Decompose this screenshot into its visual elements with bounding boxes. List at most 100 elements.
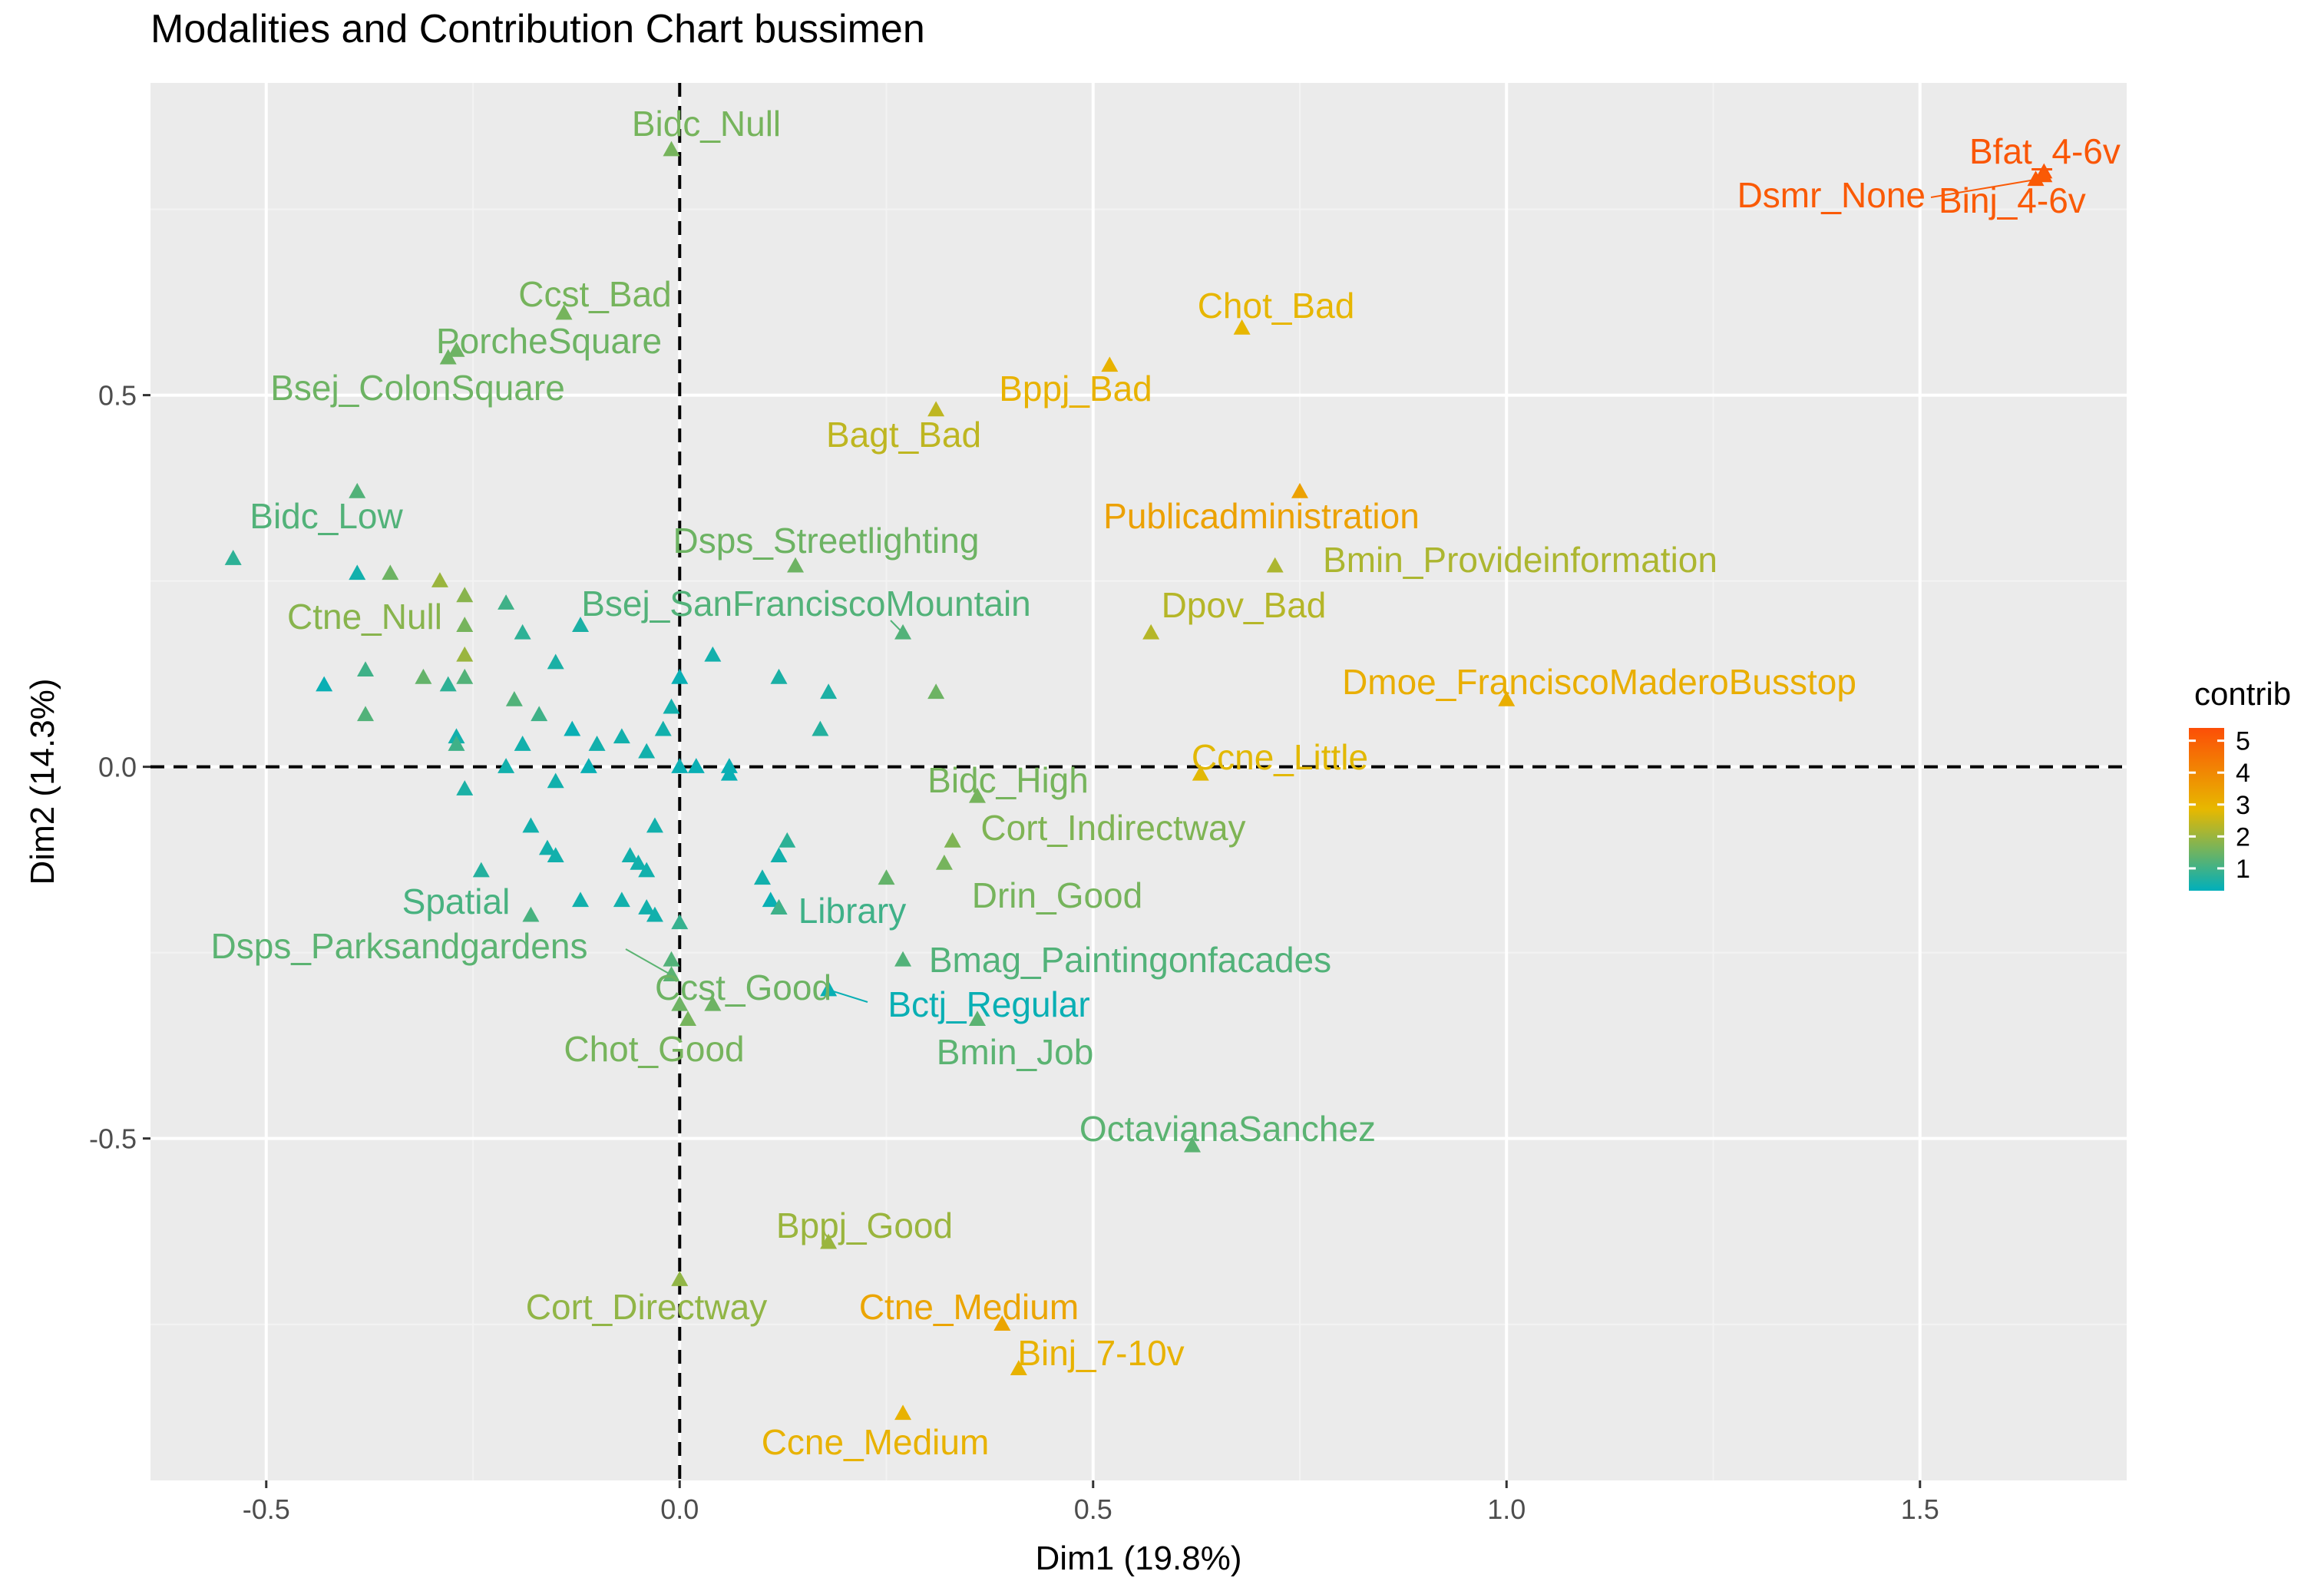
data-point bbox=[456, 617, 474, 632]
data-label: Publicadministration bbox=[1103, 496, 1420, 536]
x-tick-label: -0.5 bbox=[243, 1493, 290, 1525]
data-label: Dmoe_FranciscoMaderoBusstop bbox=[1342, 662, 1856, 702]
data-point bbox=[514, 736, 531, 751]
data-point bbox=[646, 817, 663, 833]
y-tick-label: 0.0 bbox=[98, 752, 137, 783]
data-label: Bmag_Paintingonfacades bbox=[929, 940, 1331, 980]
data-label: Drin_Good bbox=[972, 875, 1142, 915]
data-point bbox=[638, 862, 656, 878]
data-point-labeled bbox=[456, 587, 474, 603]
x-tick-label: 1.5 bbox=[1901, 1493, 1939, 1525]
label-connector bbox=[625, 948, 672, 976]
data-point bbox=[448, 736, 465, 751]
data-label: Chot_Bad bbox=[1198, 286, 1355, 326]
data-point-labeled bbox=[704, 995, 722, 1011]
data-point bbox=[505, 690, 523, 706]
data-point bbox=[687, 758, 705, 773]
data-label: Ctne_Medium bbox=[859, 1287, 1079, 1327]
data-point bbox=[431, 572, 448, 587]
data-point bbox=[531, 706, 548, 722]
data-point bbox=[927, 683, 945, 700]
data-point-labeled bbox=[944, 832, 961, 848]
data-point bbox=[671, 668, 689, 684]
data-point bbox=[498, 594, 515, 610]
data-point bbox=[671, 758, 689, 773]
data-label: Bmin_Provideinformation bbox=[1323, 540, 1717, 580]
data-point-labeled bbox=[820, 981, 838, 997]
data-point bbox=[878, 869, 895, 885]
data-point-labeled bbox=[663, 141, 680, 157]
data-point-labeled bbox=[968, 1011, 986, 1027]
data-point bbox=[720, 765, 738, 781]
data-point-labeled bbox=[2035, 167, 2053, 183]
y-tick-label: 0.5 bbox=[98, 380, 137, 412]
data-point bbox=[812, 720, 829, 736]
data-point bbox=[770, 668, 788, 684]
data-point bbox=[663, 951, 680, 967]
grid-minor bbox=[150, 83, 2127, 1480]
data-point bbox=[580, 758, 597, 773]
data-label: Dsmr_None bbox=[1737, 175, 1926, 215]
data-point bbox=[588, 736, 606, 751]
x-tick-label: 1.0 bbox=[1487, 1493, 1526, 1525]
data-point-labeled bbox=[1142, 624, 1160, 640]
data-point-labeled bbox=[894, 624, 912, 640]
x-axis-ticks: -0.5 0.0 0.5 1.0 1.5 bbox=[243, 1480, 1939, 1525]
data-label: Bfat_4-6v bbox=[1969, 131, 2121, 171]
data-point-labeled bbox=[1010, 1360, 1027, 1376]
data-point bbox=[762, 891, 779, 908]
data-point-labeled bbox=[439, 349, 457, 365]
data-point bbox=[456, 780, 474, 796]
data-point bbox=[820, 683, 838, 700]
data-point-labeled bbox=[671, 1271, 689, 1286]
data-label: Bagt_Bad bbox=[826, 415, 981, 455]
y-axis-ticks: -0.5 0.0 0.5 bbox=[89, 380, 150, 1155]
data-label: Bidc_High bbox=[927, 760, 1089, 800]
data-point-labeled bbox=[968, 787, 986, 803]
data-label: Bppj_Bad bbox=[999, 369, 1152, 408]
data-point bbox=[779, 832, 796, 848]
data-label: Dpov_Bad bbox=[1162, 585, 1327, 625]
data-point bbox=[753, 869, 771, 885]
data-point-labeled bbox=[935, 854, 953, 870]
data-label: Spatial bbox=[402, 882, 511, 921]
data-label: Bctj_Regular bbox=[888, 984, 1089, 1024]
y-axis-title: Dim2 (14.3%) bbox=[24, 679, 61, 885]
data-label: Cort_Directway bbox=[526, 1287, 767, 1327]
data-point bbox=[382, 564, 399, 580]
data-point bbox=[547, 847, 564, 863]
data-point-labeled bbox=[1266, 557, 1284, 573]
legend-tick-label: 2 bbox=[2236, 822, 2250, 852]
x-tick-label: 0.0 bbox=[660, 1493, 699, 1525]
data-point bbox=[439, 676, 457, 692]
legend-tick-label: 4 bbox=[2236, 759, 2250, 788]
x-axis-title: Dim1 (19.8%) bbox=[1036, 1540, 1242, 1577]
data-point-labeled bbox=[1101, 356, 1119, 372]
reference-lines bbox=[150, 83, 2127, 1480]
data-point bbox=[224, 550, 242, 565]
data-point-labeled bbox=[927, 401, 945, 417]
data-point-labeled bbox=[1291, 482, 1309, 498]
data-label: Ccst_Bad bbox=[518, 274, 671, 314]
data-point bbox=[349, 564, 366, 580]
legend-title: contrib bbox=[2194, 676, 2291, 712]
data-label: Bidc_Null bbox=[632, 104, 781, 144]
data-point bbox=[357, 706, 375, 722]
data-point bbox=[316, 676, 333, 692]
data-point-labeled bbox=[787, 557, 805, 573]
data-point bbox=[472, 862, 490, 878]
data-point bbox=[646, 906, 663, 922]
data-point-labeled bbox=[770, 899, 788, 915]
data-label: Bsej_ColonSquare bbox=[270, 368, 565, 408]
data-point bbox=[415, 668, 432, 684]
data-point-labeled bbox=[1184, 1136, 1202, 1153]
data-point-labeled bbox=[993, 1315, 1011, 1331]
data-point bbox=[514, 624, 531, 640]
data-point-labeled bbox=[1192, 765, 1209, 781]
data-point bbox=[547, 653, 564, 670]
data-point bbox=[522, 817, 540, 833]
data-labels: Bfat_4-6v Dsmr_None Binj_4-6v Bidc_Null Ccst… bbox=[211, 104, 2121, 1462]
data-point-labeled bbox=[448, 341, 465, 357]
data-point bbox=[638, 743, 656, 759]
